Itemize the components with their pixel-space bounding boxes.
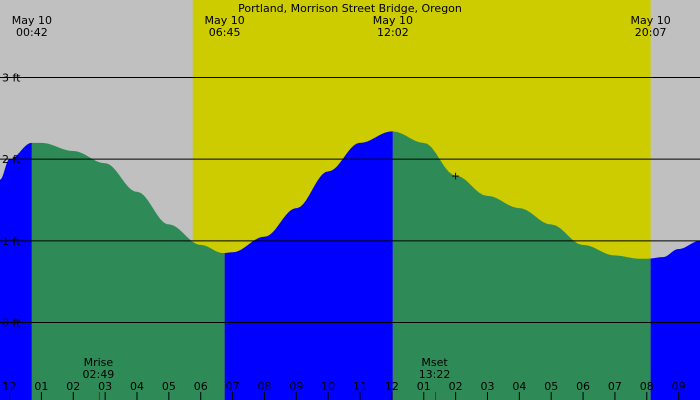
- x-tick-label: 03: [98, 380, 112, 393]
- chart-title: Portland, Morrison Street Bridge, Oregon: [238, 2, 462, 15]
- event-date-label: May 10: [204, 14, 244, 27]
- x-tick-label: 08: [257, 380, 271, 393]
- event-time-label: 20:07: [635, 26, 667, 39]
- x-tick-label: 05: [162, 380, 176, 393]
- event-date-label: May 10: [630, 14, 670, 27]
- x-tick-label: 01: [417, 380, 431, 393]
- tide-area-group: [0, 131, 700, 400]
- falling-tide-segment: [392, 131, 651, 400]
- x-tick-label: 12: [385, 380, 399, 393]
- x-tick-label: 08: [640, 380, 654, 393]
- rising-tide-segment: [224, 131, 393, 400]
- moon-event-time: 13:22: [419, 368, 451, 381]
- x-tick-label: 07: [608, 380, 622, 393]
- x-tick-label: 12: [3, 380, 17, 393]
- x-tick-label: 04: [130, 380, 144, 393]
- x-tick-label: 11: [353, 380, 367, 393]
- event-time-label: 12:02: [377, 26, 409, 39]
- x-tick-label: 09: [289, 380, 303, 393]
- x-axis: 112 01 02 03 04 05 06 07 08 09 10 11 12 01 02 03 04 05 06 0…: [2, 380, 686, 400]
- moon-event-label: Mrise: [84, 356, 114, 369]
- x-tick-label: 09: [672, 380, 686, 393]
- x-tick-label: 03: [480, 380, 494, 393]
- gridline-label: 2 ft: [2, 153, 21, 166]
- falling-tide-segment: [31, 142, 225, 400]
- x-tick-label: 10: [321, 380, 335, 393]
- gridline-label: 3 ft: [2, 72, 21, 85]
- x-tick-label: 02: [449, 380, 463, 393]
- event-time-label: 00:42: [16, 26, 48, 39]
- rising-tide-segment: [650, 240, 700, 400]
- gridline-label: 1 ft: [2, 235, 21, 248]
- x-tick-label: 02: [66, 380, 80, 393]
- moon-event-time: 02:49: [83, 368, 115, 381]
- moon-event-label: Mset: [421, 356, 448, 369]
- event-time-label: 06:45: [209, 26, 241, 39]
- x-tick-label: 05: [544, 380, 558, 393]
- tide-markers: +: [451, 170, 460, 183]
- x-tick-label: 04: [512, 380, 526, 393]
- gridline-label: 0 ft: [2, 316, 21, 329]
- rising-tide-segment: [0, 142, 32, 400]
- x-tick-label: 01: [34, 380, 48, 393]
- tide-marker: +: [451, 170, 460, 183]
- x-tick-label: 07: [226, 380, 240, 393]
- x-tick-label: 1: [2, 380, 9, 393]
- event-date-label: May 10: [12, 14, 52, 27]
- x-tick-label: 06: [576, 380, 590, 393]
- x-tick-label: 06: [194, 380, 208, 393]
- event-date-label: May 10: [373, 14, 413, 27]
- y-gridlines: 3 ft 2 ft 1 ft 0 ft: [0, 72, 700, 329]
